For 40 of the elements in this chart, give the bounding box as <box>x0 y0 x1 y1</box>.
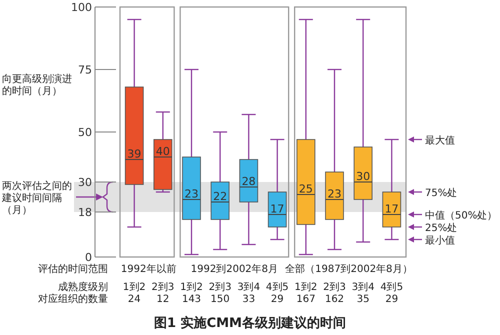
band-label: 两次评估之间的建议时间间隔（月） <box>1 180 72 216</box>
y-tick-label: 100 <box>71 1 92 14</box>
text: 23 <box>184 188 198 200</box>
x-tick-label: 3到4 33 <box>237 282 260 305</box>
text: 评估的时间范围 <box>38 263 108 275</box>
y-tick-label: 75 <box>78 64 92 76</box>
y-axis-title: 向更高级别演进的时间（月） <box>2 73 72 97</box>
text: 17 <box>384 202 399 216</box>
text: 图1 实施CMM各级别建议的时间 <box>154 315 346 331</box>
x-tick-label: 4到5 29 <box>266 282 289 305</box>
text: 30 <box>356 170 370 183</box>
text: 1992年以前 <box>120 263 176 275</box>
text: 成熟度级别 <box>58 281 108 293</box>
text: 23 <box>328 188 342 200</box>
text: 75%处 <box>425 187 458 199</box>
x-tick-label: 2到3 150 <box>208 282 232 305</box>
text: 1992到2002年8月 <box>190 263 278 275</box>
text: 39 <box>127 148 142 160</box>
text: 22 <box>213 190 228 203</box>
text: 28 <box>242 175 256 188</box>
text: 最大值 <box>425 134 455 146</box>
text: 40 <box>156 145 170 158</box>
text: 25 <box>298 182 313 196</box>
text: 中值（50%处） <box>425 210 498 222</box>
y-tick-label: 50 <box>78 126 92 139</box>
text: 最小值 <box>425 234 455 246</box>
x-tick-label: 1到2 24 <box>122 282 146 305</box>
y-tick-label: 0 <box>85 251 92 264</box>
y-tick-label: 30 <box>78 176 92 189</box>
y-tick-label: 18 <box>78 206 92 219</box>
text: 对应组织的数量 <box>38 293 108 305</box>
text: 全部（1987到2002年8月） <box>285 263 412 275</box>
x-tick-label: 4到5 29 <box>380 282 404 305</box>
x-tick-label: 1到2 143 <box>180 282 203 305</box>
x-tick-label: 1到2 167 <box>294 282 318 305</box>
x-tick-label: 3到4 35 <box>352 282 374 305</box>
x-tick-label: 2到3 162 <box>323 282 346 305</box>
x-tick-label: 2到3 12 <box>152 282 174 305</box>
text: 25%处 <box>425 222 458 234</box>
text: 17 <box>270 202 284 216</box>
